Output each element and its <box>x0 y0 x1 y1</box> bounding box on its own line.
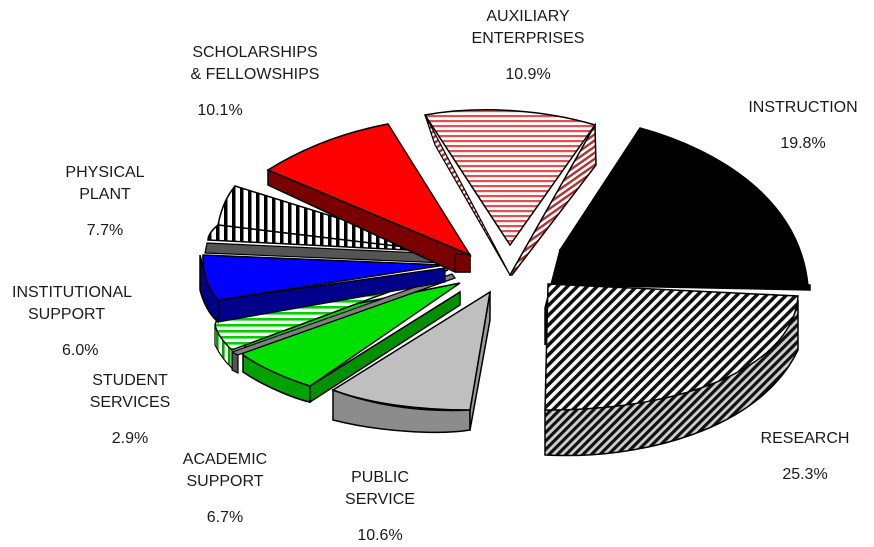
slice-name-line1: PUBLIC <box>351 469 409 486</box>
slice-name-line1: AUXILIARY <box>486 8 570 25</box>
label-physical-plant: PHYSICAL PLANT 7.7% <box>40 162 170 242</box>
label-auxiliary-enterprises: AUXILIARY ENTERPRISES 10.9% <box>448 6 608 86</box>
slice-name-line1: STUDENT <box>92 372 168 389</box>
pie-slice-public-service <box>331 290 492 434</box>
slice-name-line2: PLANT <box>79 186 131 203</box>
pie-slice-academic-support <box>242 282 461 404</box>
slice-percent: 6.0% <box>62 342 99 359</box>
pie-slice-instruction <box>544 127 811 346</box>
label-instruction: INSTRUCTION 19.8% <box>728 97 874 155</box>
pie-slice-auxiliary-enterprises <box>266 123 472 273</box>
slice-percent: 10.6% <box>357 527 403 544</box>
slice-name-line2: & FELLOWSHIPS <box>190 66 320 83</box>
slice-percent: 25.3% <box>782 466 828 483</box>
pie-slice-striped-top <box>423 109 597 276</box>
slice-name-line1: ACADEMIC <box>182 451 268 468</box>
label-scholarships-fellowships: SCHOLARSHIPS & FELLOWSHIPS 10.1% <box>170 42 340 122</box>
slice-name-line1: PHYSICAL <box>65 164 145 181</box>
slice-name: RESEARCH <box>760 430 850 447</box>
label-institutional-support: INSTITUTIONAL SUPPORT 6.0% <box>0 282 165 362</box>
slice-percent: 6.7% <box>206 509 244 526</box>
pie-slice-physical-plant <box>199 254 446 324</box>
pie-slice-research <box>544 283 799 457</box>
slice-percent: 7.7% <box>86 222 124 239</box>
slice-name-line2: SERVICES <box>89 394 171 411</box>
slice-percent: 19.8% <box>780 135 826 152</box>
label-public-service: PUBLIC SERVICE 10.6% <box>320 467 440 547</box>
slice-name: INSTRUCTION <box>748 99 858 116</box>
slice-percent: 2.9% <box>111 430 149 447</box>
slice-percent: 10.9% <box>505 66 551 83</box>
label-student-services: STUDENT SERVICES 2.9% <box>70 370 190 450</box>
slice-name-line2: SUPPORT <box>28 306 106 323</box>
slice-name-line2: SUPPORT <box>186 473 264 490</box>
slice-name-line2: ENTERPRISES <box>471 30 585 47</box>
slice-name-line1: INSTITUTIONAL <box>12 284 133 301</box>
label-academic-support: ACADEMIC SUPPORT 6.7% <box>165 449 285 529</box>
slice-name-line1: SCHOLARSHIPS <box>192 44 318 61</box>
label-research: RESEARCH 25.3% <box>735 428 874 486</box>
slice-name-line2: SERVICE <box>345 491 415 508</box>
slice-percent: 10.1% <box>197 102 243 119</box>
